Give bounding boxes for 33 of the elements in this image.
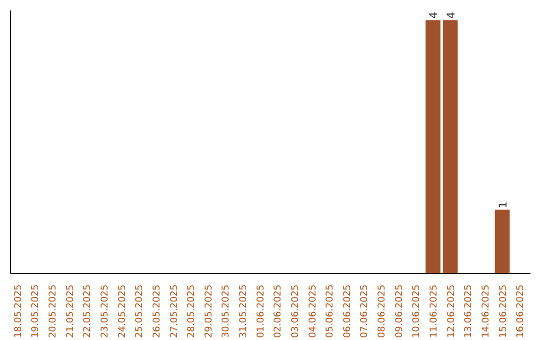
x-tick-label: 24.05.2025 [116,284,128,338]
x-tick-label: 10.06.2025 [411,284,422,338]
data-label: 1 [496,202,510,208]
x-tick-label: 15.06.2025 [498,284,509,338]
x-tick-label: 28.05.2025 [186,284,198,338]
x-tick-label: 22.05.2025 [82,284,94,338]
x-tick-label: 03.06.2025 [290,284,301,338]
x-tick-label: 12.06.2025 [446,284,457,338]
x-tick-label: 05.06.2025 [324,284,336,338]
data-label: 4 [444,12,458,19]
x-tick-label: 21.05.2025 [64,284,76,338]
x-tick-label: 06.06.2025 [342,284,353,338]
data-label: 4 [427,12,440,19]
x-tick-label: 11.06.2025 [428,284,440,338]
x-tick-label: 31.05.2025 [238,284,250,338]
x-tick-label: 04.06.2025 [307,284,318,338]
x-tick-label: 08.06.2025 [376,284,388,338]
x-tick-label: 26.05.2025 [151,284,162,338]
x-tick-label: 20.05.2025 [48,284,59,338]
x-tick-label: 18.05.2025 [12,284,24,338]
x-tick-label: 16.06.2025 [515,284,526,338]
x-tick-label: 30.05.2025 [220,284,232,338]
x-tick-label: 09.06.2025 [394,284,405,338]
x-tick-label: 13.06.2025 [463,284,474,338]
x-tick-label: 14.06.2025 [480,284,492,338]
x-tick-label: 27.05.2025 [168,284,180,338]
x-tick-label: 02.06.2025 [272,284,284,338]
x-tick-label: 23.05.2025 [100,284,111,338]
x-tick-label: 29.05.2025 [203,284,214,338]
x-tick-label: 19.05.2025 [30,284,42,338]
x-tick-label: 25.05.2025 [134,284,146,338]
x-tick-label: 01.06.2025 [255,284,266,338]
x-tick-label: 07.06.2025 [359,284,370,338]
